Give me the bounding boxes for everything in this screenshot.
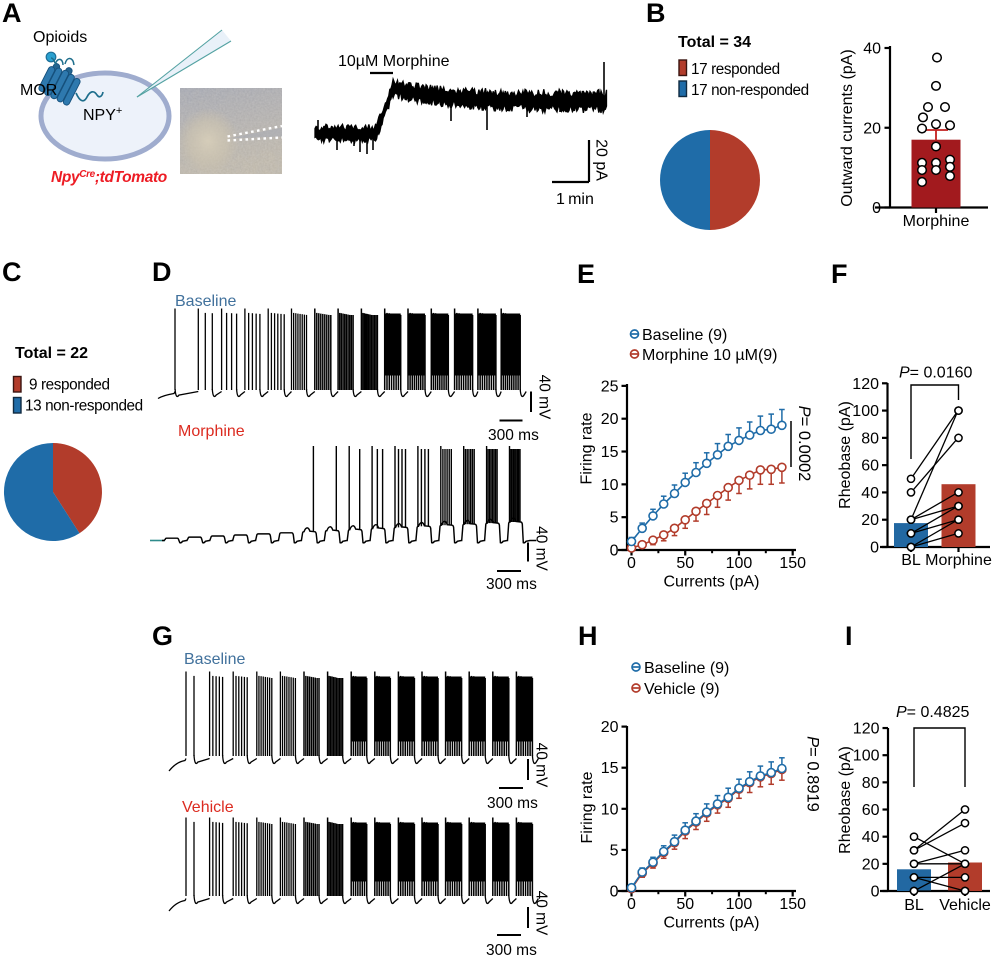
svg-text:0: 0 (627, 896, 636, 913)
svg-text:10µM Morphine: 10µM Morphine (338, 53, 450, 70)
svg-text:9 responded: 9 responded (29, 377, 110, 394)
svg-text:Currents (pA): Currents (pA) (663, 915, 759, 932)
svg-text:H: H (578, 621, 598, 651)
svg-text:Vehicle: Vehicle (939, 897, 991, 914)
svg-text:13 non-responded: 13 non-responded (25, 398, 143, 415)
svg-text:300 ms: 300 ms (488, 427, 539, 444)
svg-text:C: C (2, 257, 22, 287)
svg-text:Total = 22: Total = 22 (15, 345, 88, 362)
svg-text:Vehicle (9): Vehicle (9) (644, 681, 720, 698)
svg-text:20: 20 (601, 411, 619, 428)
svg-text:Rheobase (pA): Rheobase (pA) (837, 401, 854, 509)
svg-text:MOR: MOR (20, 82, 57, 99)
svg-text:20: 20 (601, 719, 619, 736)
svg-text:80: 80 (861, 430, 879, 447)
svg-text:Opioids: Opioids (33, 29, 87, 46)
svg-text:Vehicle: Vehicle (182, 799, 234, 816)
svg-text:Morphine 10 µM(9): Morphine 10 µM(9) (642, 347, 778, 364)
svg-text:BL: BL (901, 552, 921, 569)
svg-text:Rheobase (pA): Rheobase (pA) (837, 746, 854, 854)
svg-text:G: G (152, 621, 173, 651)
svg-text:150: 150 (779, 555, 806, 572)
svg-text:0: 0 (610, 884, 619, 901)
svg-text:10: 10 (601, 477, 619, 494)
svg-text:120: 120 (853, 721, 880, 738)
svg-text:300 ms: 300 ms (487, 795, 538, 812)
svg-text:15: 15 (601, 444, 619, 461)
svg-text:0: 0 (627, 555, 636, 572)
svg-text:40: 40 (861, 485, 879, 502)
svg-text:P= 0.0160: P= 0.0160 (899, 365, 973, 382)
svg-text:5: 5 (610, 842, 619, 859)
svg-text:I: I (845, 621, 853, 651)
svg-text:D: D (152, 257, 172, 287)
svg-text:100: 100 (853, 748, 880, 765)
svg-text:40 mV: 40 mV (533, 526, 550, 571)
svg-text:P= 0.4825: P= 0.4825 (896, 704, 970, 721)
svg-text:Firing rate: Firing rate (579, 412, 596, 484)
svg-text:300 ms: 300 ms (486, 576, 537, 593)
svg-text:0: 0 (870, 540, 879, 557)
svg-text:40: 40 (862, 829, 880, 846)
svg-text:0: 0 (871, 884, 880, 901)
svg-text:150: 150 (779, 896, 806, 913)
svg-text:20: 20 (862, 856, 880, 873)
svg-text:100: 100 (726, 896, 753, 913)
svg-text:Outward currents (pA): Outward currents (pA) (839, 49, 856, 206)
svg-text:BL: BL (904, 897, 924, 914)
svg-text:17 non-responded: 17 non-responded (691, 82, 809, 99)
svg-text:20: 20 (861, 512, 879, 529)
svg-text:100: 100 (726, 555, 753, 572)
svg-text:P= 0.8919: P= 0.8919 (804, 736, 822, 812)
svg-text:NPY+: NPY+ (83, 105, 122, 124)
svg-text:5: 5 (610, 510, 619, 527)
svg-text:Baseline: Baseline (175, 293, 236, 310)
svg-text:Morphine: Morphine (903, 213, 970, 230)
svg-text:60: 60 (862, 802, 880, 819)
svg-text:B: B (646, 0, 666, 28)
svg-text:Baseline (9): Baseline (9) (644, 660, 729, 677)
svg-text:40 mV: 40 mV (536, 375, 553, 420)
svg-text:Currents (pA): Currents (pA) (663, 574, 759, 591)
svg-text:A: A (2, 0, 22, 28)
svg-text:60: 60 (861, 458, 879, 475)
svg-text:Firing rate: Firing rate (579, 771, 596, 843)
svg-text:Total = 34: Total = 34 (678, 34, 751, 51)
svg-text:40: 40 (863, 41, 881, 58)
svg-text:40 mV: 40 mV (533, 891, 550, 936)
svg-text:80: 80 (862, 775, 880, 792)
svg-text:300 ms: 300 ms (486, 942, 537, 959)
svg-text:E: E (577, 259, 595, 289)
svg-text:P= 0.0002: P= 0.0002 (795, 406, 813, 482)
svg-text:100: 100 (852, 403, 879, 420)
svg-text:50: 50 (676, 555, 694, 572)
svg-text:120: 120 (852, 376, 879, 393)
svg-text:NpyCre;tdTomato: NpyCre;tdTomato (51, 169, 167, 187)
svg-text:20: 20 (863, 120, 881, 137)
svg-text:15: 15 (601, 760, 619, 777)
svg-text:1 min: 1 min (556, 191, 594, 208)
svg-text:Baseline: Baseline (184, 651, 245, 668)
svg-text:Morphine: Morphine (925, 552, 992, 569)
svg-text:40 mV: 40 mV (533, 743, 550, 788)
svg-text:25: 25 (601, 378, 619, 395)
svg-text:F: F (831, 259, 848, 289)
svg-text:0: 0 (610, 543, 619, 560)
svg-text:50: 50 (676, 896, 694, 913)
svg-text:10: 10 (601, 801, 619, 818)
svg-text:17 responded: 17 responded (691, 61, 780, 78)
svg-text:20 pA: 20 pA (593, 139, 610, 181)
svg-text:Baseline (9): Baseline (9) (642, 327, 727, 344)
svg-text:Morphine: Morphine (178, 423, 245, 440)
